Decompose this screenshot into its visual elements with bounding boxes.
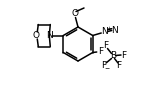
Text: +: + xyxy=(106,27,111,31)
Text: F: F xyxy=(116,61,122,69)
Text: F: F xyxy=(103,41,109,50)
Text: N: N xyxy=(101,27,108,36)
Text: N: N xyxy=(111,26,118,35)
Text: F: F xyxy=(122,50,127,60)
Text: O: O xyxy=(33,31,40,40)
Text: F: F xyxy=(98,47,103,56)
Text: F: F xyxy=(101,61,106,69)
Text: O: O xyxy=(72,9,78,19)
Text: B: B xyxy=(110,52,116,61)
Text: −: − xyxy=(104,66,110,70)
Text: N: N xyxy=(46,31,53,40)
